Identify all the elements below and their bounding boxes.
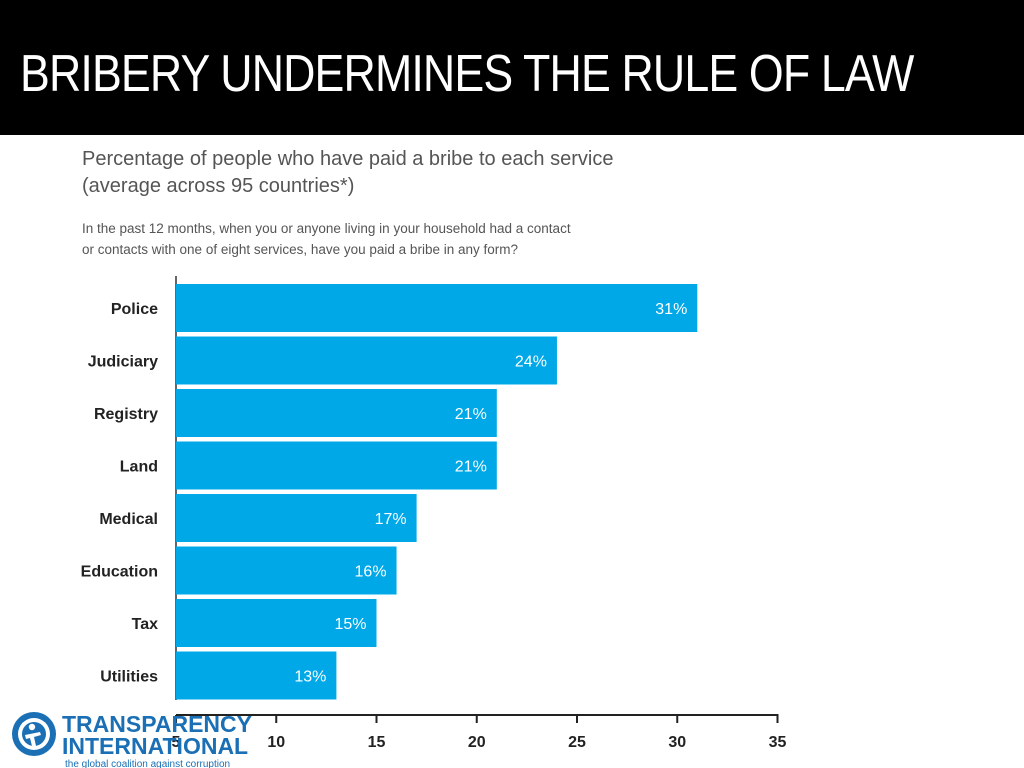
bar-judiciary — [176, 336, 557, 385]
x-tick-label-5: 5 — [172, 734, 181, 751]
data-label-utilities: 13% — [294, 669, 326, 686]
bar-tax — [176, 599, 377, 647]
x-tick-label-25: 25 — [568, 734, 586, 751]
chart-title: Percentage of people who have paid a bri… — [82, 148, 614, 197]
category-label-police: Police — [111, 301, 158, 318]
title-bar: BRIBERY UNDERMINES THE RULE OF LAW — [0, 0, 1024, 135]
category-label-registry: Registry — [94, 406, 158, 423]
category-label-judiciary: Judiciary — [88, 354, 158, 371]
x-tick-label-20: 20 — [468, 734, 486, 751]
logo-tagline: the global coalition against corruption — [65, 759, 230, 768]
category-label-education: Education — [81, 564, 158, 581]
bar-police — [176, 284, 698, 332]
bar-education — [176, 546, 397, 595]
data-label-police: 31% — [655, 301, 687, 318]
slide-title: BRIBERY UNDERMINES THE RULE OF LAW — [20, 45, 914, 103]
bar-registry — [176, 389, 497, 437]
x-tick-label-15: 15 — [368, 734, 386, 751]
ti-emblem-icon — [12, 712, 56, 756]
data-label-tax: 15% — [334, 616, 366, 633]
transparency-international-logo: TRANSPARENCY INTERNATIONAL the global co… — [12, 711, 252, 768]
data-label-judiciary: 24% — [515, 354, 547, 371]
data-label-registry: 21% — [455, 406, 487, 423]
category-label-utilities: Utilities — [100, 669, 158, 686]
bar-land — [176, 441, 497, 490]
category-label-land: Land — [120, 459, 158, 476]
data-label-land: 21% — [455, 459, 487, 476]
data-label-education: 16% — [355, 564, 387, 581]
logo-line-2: INTERNATIONAL — [62, 733, 248, 759]
category-label-medical: Medical — [99, 511, 158, 528]
bar-utilities — [176, 651, 337, 700]
x-tick-label-35: 35 — [769, 734, 787, 751]
x-tick-label-30: 30 — [668, 734, 686, 751]
chart-subtitle: In the past 12 months, when you or anyon… — [82, 221, 571, 257]
x-tick-label-10: 10 — [267, 734, 285, 751]
bar-medical — [176, 494, 417, 542]
data-label-medical: 17% — [375, 511, 407, 528]
logo-line-1: TRANSPARENCY — [62, 711, 252, 737]
category-label-tax: Tax — [132, 616, 158, 633]
